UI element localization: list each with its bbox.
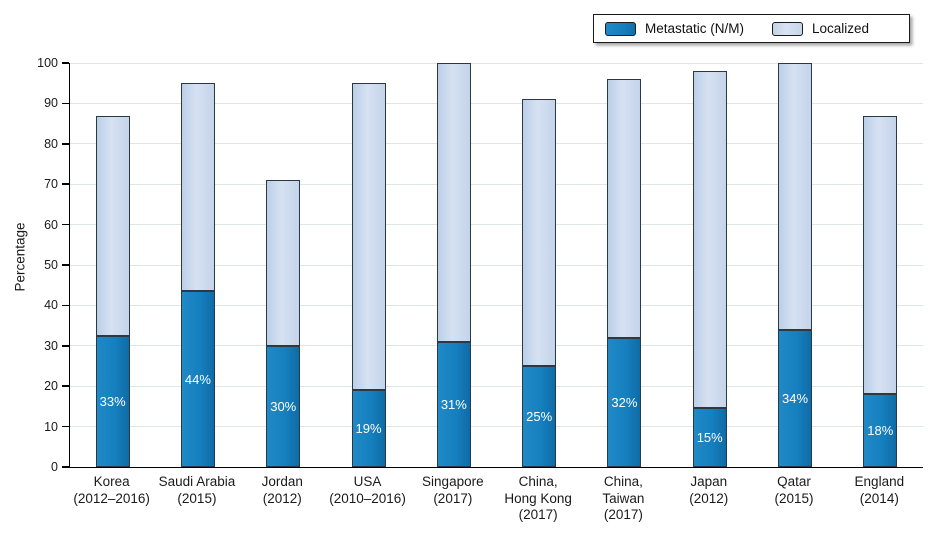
y-tick-mark [62, 183, 69, 185]
bar-segment-metastatic: 31% [436, 341, 471, 467]
gridline [70, 345, 923, 347]
y-tick-label: 30 [44, 338, 58, 353]
y-tick-label: 10 [44, 419, 58, 434]
y-tick-mark [62, 102, 69, 105]
bar-value-label: 44% [184, 371, 211, 387]
bar-segment-metastatic: 33% [95, 335, 130, 467]
y-tick-label: 20 [44, 379, 58, 394]
bar-segment-localized [778, 63, 813, 330]
bar-value-label: 31% [440, 396, 467, 412]
y-tick-mark [62, 62, 69, 64]
bar: 30% [266, 180, 301, 467]
bar: 34% [778, 63, 813, 467]
y-tick-mark [62, 143, 69, 145]
bar-segment-localized [607, 79, 642, 338]
bar: 19% [351, 83, 386, 467]
bar-segment-localized [266, 180, 301, 346]
bar-segment-metastatic: 44% [180, 291, 215, 467]
y-tick-label: 60 [44, 217, 58, 232]
gridline [70, 385, 923, 387]
bar-segment-metastatic: 30% [266, 345, 301, 467]
bar-segment-metastatic: 18% [863, 394, 898, 467]
y-tick-mark [62, 345, 69, 347]
bar-value-label: 30% [270, 398, 297, 414]
y-tick-label: 40 [44, 298, 58, 313]
bar: 15% [692, 71, 727, 467]
bar-value-label: 19% [355, 421, 382, 437]
legend-swatch-localized-icon [772, 21, 804, 36]
bar-segment-metastatic: 34% [778, 329, 813, 467]
bar: 31% [436, 63, 471, 467]
y-tick-mark [62, 385, 69, 387]
y-tick-mark [62, 425, 69, 428]
x-tick-label: England (2014) [854, 474, 905, 506]
bar-value-label: 32% [611, 394, 638, 410]
bar-value-label: 25% [526, 409, 553, 424]
gridline [70, 264, 923, 266]
legend-item-localized: Localized [772, 21, 869, 36]
bar: 32% [607, 79, 642, 467]
bar-segment-metastatic: 32% [607, 337, 642, 467]
bar-segment-metastatic: 15% [692, 408, 727, 467]
y-tick-mark [62, 466, 69, 468]
legend-label-localized: Localized [812, 21, 870, 36]
bar-segment-localized [692, 71, 727, 409]
gridline [70, 426, 923, 428]
bar: 44% [180, 83, 215, 467]
gridline [70, 304, 923, 306]
y-tick-label: 70 [44, 177, 58, 192]
y-tick-label: 100 [37, 56, 58, 70]
bar-segment-metastatic: 25% [522, 366, 557, 467]
y-tick-label: 50 [44, 258, 58, 272]
gridline [70, 183, 923, 185]
bars: 33% 44% 30% 19% 31% 25% 32% 15% 34% 18% [70, 63, 923, 467]
bar-segment-localized [95, 115, 130, 336]
x-tick-label: China, Hong Kong (2017) [504, 474, 572, 523]
bar-segment-metastatic: 19% [351, 390, 386, 467]
gridline [70, 143, 923, 145]
bar-segment-localized [863, 115, 898, 395]
x-tick-label: Qatar (2015) [774, 474, 814, 506]
x-tick-label: Saudi Arabia (2015) [158, 474, 236, 506]
bar-segment-localized [351, 83, 386, 391]
plot-area: 33% 44% 30% 19% 31% 25% 32% 15% 34% 18% 0 10 20 30 40… [37, 56, 923, 474]
bar: 25% [522, 99, 557, 467]
x-tick-label: Japan (2012) [689, 474, 729, 506]
y-tick-label: 90 [44, 96, 58, 111]
bar: 33% [95, 115, 130, 467]
x-tick-label: China, Taiwan (2017) [602, 474, 645, 523]
bar-value-label: 33% [99, 393, 126, 409]
legend-label-metastatic: Metastatic (N/M) [645, 21, 745, 36]
x-tick-label: Jordan (2012) [261, 474, 303, 506]
bar-segment-localized [522, 99, 557, 366]
bar-value-label: 18% [867, 423, 894, 439]
x-axis-labels: Korea (2012–2016) Saudi Arabia (2015) Jordan… [69, 474, 922, 524]
legend-swatch-metastatic-icon [605, 21, 636, 36]
y-tick-mark [62, 223, 69, 226]
bar: 18% [863, 115, 898, 467]
y-tick-label: 0 [51, 460, 58, 474]
x-tick-label: USA (2010–2016) [329, 474, 406, 506]
bar-value-label: 34% [782, 390, 809, 406]
x-tick-label: Korea (2012–2016) [73, 474, 150, 506]
bar-segment-localized [180, 83, 215, 292]
gridline [70, 102, 923, 104]
bar-value-label: 15% [696, 430, 723, 446]
y-tick-mark [62, 304, 69, 307]
y-tick-mark [62, 264, 69, 266]
x-tick-label: Singapore (2017) [422, 474, 484, 506]
gridline [70, 224, 923, 226]
legend-item-metastatic: Metastatic (N/M) [605, 21, 744, 36]
gridline [70, 62, 923, 64]
bar-segment-localized [436, 63, 471, 342]
y-tick-label: 80 [44, 136, 58, 151]
legend: Metastatic (N/M) Localized [593, 14, 910, 43]
